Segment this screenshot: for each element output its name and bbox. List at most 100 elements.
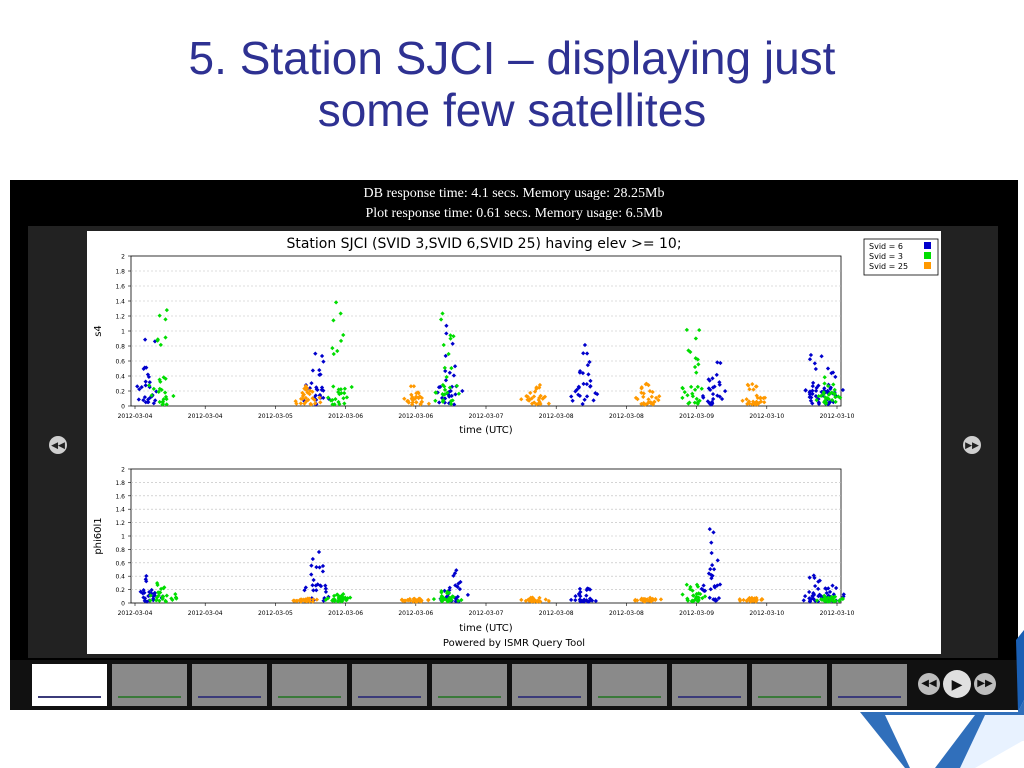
thumbnail[interactable] bbox=[272, 664, 347, 706]
point-svid-6 bbox=[715, 583, 720, 588]
point-svid-3 bbox=[170, 597, 175, 602]
x-tick-label: 2012-03-08 bbox=[539, 413, 574, 420]
point-svid-3 bbox=[832, 387, 837, 393]
point-svid-6 bbox=[574, 387, 579, 392]
point-svid-6 bbox=[710, 391, 716, 397]
point-svid-6 bbox=[816, 400, 821, 405]
point-svid-25 bbox=[529, 396, 534, 401]
legend-swatch-svid6 bbox=[924, 242, 931, 249]
point-svid-3 bbox=[333, 300, 339, 305]
y-tick-label: 0.2 bbox=[115, 389, 125, 396]
point-svid-6 bbox=[453, 392, 458, 397]
point-svid-6 bbox=[451, 573, 456, 578]
point-svid-3 bbox=[833, 399, 838, 404]
point-svid-3 bbox=[342, 386, 348, 391]
point-svid-6 bbox=[710, 563, 715, 568]
point-svid-3 bbox=[171, 393, 176, 399]
point-svid-3 bbox=[456, 598, 461, 603]
y-tick-label: 1.6 bbox=[115, 493, 125, 500]
thumbnail[interactable] bbox=[592, 664, 667, 706]
point-svid-6 bbox=[152, 591, 157, 596]
thumb-prev-button[interactable]: ◀◀ bbox=[918, 673, 940, 695]
point-svid-6 bbox=[136, 397, 141, 402]
point-svid-3 bbox=[442, 392, 447, 397]
y-tick-label: 1.8 bbox=[115, 480, 125, 487]
point-svid-6 bbox=[809, 596, 814, 602]
point-svid-6 bbox=[591, 398, 596, 403]
point-svid-6 bbox=[818, 593, 823, 599]
point-svid-6 bbox=[706, 571, 712, 576]
thumb-next-button[interactable]: ▶▶ bbox=[974, 673, 996, 695]
point-svid-6 bbox=[824, 590, 829, 596]
point-svid-25 bbox=[426, 401, 431, 406]
point-svid-3 bbox=[698, 591, 703, 597]
point-svid-6 bbox=[313, 393, 318, 398]
thumbnail[interactable] bbox=[672, 664, 747, 706]
point-svid-6 bbox=[819, 354, 824, 359]
point-svid-3 bbox=[147, 383, 152, 388]
y-tick-label: 2 bbox=[121, 254, 125, 261]
next-image-button[interactable]: ▶▶ bbox=[963, 436, 981, 454]
point-svid-6 bbox=[586, 586, 591, 592]
point-svid-6 bbox=[708, 567, 713, 572]
point-svid-6 bbox=[714, 598, 719, 603]
point-svid-25 bbox=[298, 597, 303, 602]
point-svid-6 bbox=[812, 361, 817, 366]
x-tick-label: 2012-03-10 bbox=[749, 610, 784, 617]
y-tick-label: 2 bbox=[121, 467, 125, 474]
previous-image-button[interactable]: ◀◀ bbox=[49, 436, 67, 454]
point-svid-25 bbox=[762, 400, 767, 405]
y-axis-label: s4 bbox=[93, 325, 104, 337]
thumbnail[interactable] bbox=[832, 664, 907, 706]
point-svid-6 bbox=[711, 567, 717, 572]
point-svid-25 bbox=[523, 598, 528, 604]
thumbnail-preview bbox=[518, 686, 581, 698]
point-svid-3 bbox=[693, 336, 699, 341]
point-svid-3 bbox=[149, 393, 154, 398]
point-svid-3 bbox=[440, 399, 446, 404]
point-svid-25 bbox=[318, 400, 323, 405]
thumbnail[interactable] bbox=[752, 664, 827, 706]
thumbnail[interactable] bbox=[32, 664, 107, 706]
point-svid-25 bbox=[531, 394, 537, 399]
point-svid-6 bbox=[577, 597, 583, 602]
point-svid-3 bbox=[440, 311, 445, 316]
thumbnail[interactable] bbox=[112, 664, 187, 706]
point-svid-6 bbox=[141, 588, 146, 593]
point-svid-3 bbox=[341, 332, 346, 338]
point-svid-6 bbox=[313, 583, 318, 588]
point-svid-3 bbox=[827, 596, 833, 601]
point-svid-3 bbox=[840, 596, 845, 602]
thumbnail[interactable] bbox=[192, 664, 267, 706]
point-svid-25 bbox=[747, 401, 752, 406]
thumbnail[interactable] bbox=[432, 664, 507, 706]
point-svid-25 bbox=[656, 397, 661, 403]
point-svid-3 bbox=[163, 317, 168, 322]
point-svid-6 bbox=[817, 578, 822, 583]
point-svid-3 bbox=[451, 334, 456, 339]
point-svid-6 bbox=[309, 381, 314, 386]
point-svid-6 bbox=[457, 587, 463, 592]
point-svid-6 bbox=[585, 363, 590, 368]
thumbnail[interactable] bbox=[352, 664, 427, 706]
point-svid-3 bbox=[825, 596, 830, 601]
point-svid-3 bbox=[819, 597, 824, 602]
x-tick-label: 2012-03-05 bbox=[258, 413, 293, 420]
point-svid-6 bbox=[323, 583, 328, 588]
db-response-text: DB response time: 4.1 secs. Memory usage… bbox=[363, 186, 665, 201]
point-svid-6 bbox=[316, 549, 322, 555]
play-button[interactable]: ▶ bbox=[943, 670, 971, 698]
point-svid-6 bbox=[151, 596, 156, 601]
point-svid-25 bbox=[750, 382, 755, 387]
point-svid-25 bbox=[534, 385, 539, 390]
point-svid-3 bbox=[694, 591, 699, 597]
point-svid-3 bbox=[692, 387, 698, 392]
thumbnail[interactable] bbox=[512, 664, 587, 706]
point-svid-6 bbox=[718, 360, 723, 366]
point-svid-3 bbox=[687, 587, 693, 592]
point-svid-25 bbox=[635, 397, 640, 402]
point-svid-6 bbox=[317, 392, 323, 398]
point-svid-3 bbox=[444, 374, 449, 380]
plot-frame bbox=[130, 468, 842, 604]
point-svid-3 bbox=[155, 337, 160, 342]
